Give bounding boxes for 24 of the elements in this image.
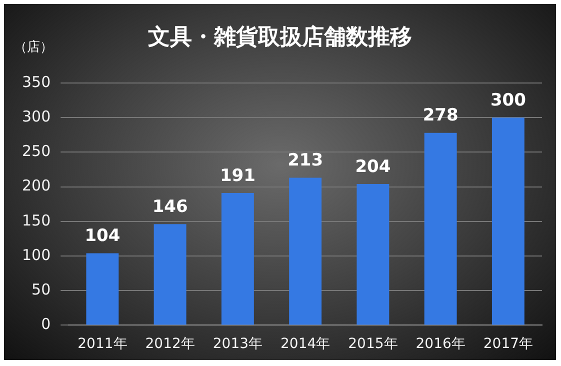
y-tick-label: 150 (22, 211, 51, 230)
x-tick-label: 2012年 (145, 336, 195, 352)
x-tick-label: 2011年 (78, 336, 128, 352)
x-tick-label: 2017年 (483, 336, 534, 352)
data-label: 146 (152, 197, 188, 218)
y-tick-label: 250 (22, 142, 51, 160)
data-label: 204 (355, 156, 391, 177)
x-tick-label: 2015年 (348, 336, 398, 352)
y-tick-label: 300 (22, 107, 51, 126)
data-label: 104 (84, 226, 120, 246)
x-tick-label: 2013年 (212, 336, 263, 352)
y-tick-label: 0 (41, 315, 51, 334)
y-tick-label: 50 (32, 280, 51, 298)
data-label: 300 (490, 90, 526, 111)
y-axis-title: （店） (14, 39, 53, 56)
data-label: 213 (288, 150, 324, 171)
x-tick-label: 2014年 (280, 336, 330, 352)
chart-title: 文具・雑貨取扱店舗数推移 (148, 25, 412, 50)
x-tick-label: 2016年 (416, 336, 466, 352)
data-label: 191 (220, 166, 256, 186)
y-tick-label: 200 (22, 176, 51, 195)
data-label: 278 (422, 106, 458, 126)
y-tick-label: 350 (22, 72, 51, 91)
y-tick-label: 100 (22, 246, 51, 264)
